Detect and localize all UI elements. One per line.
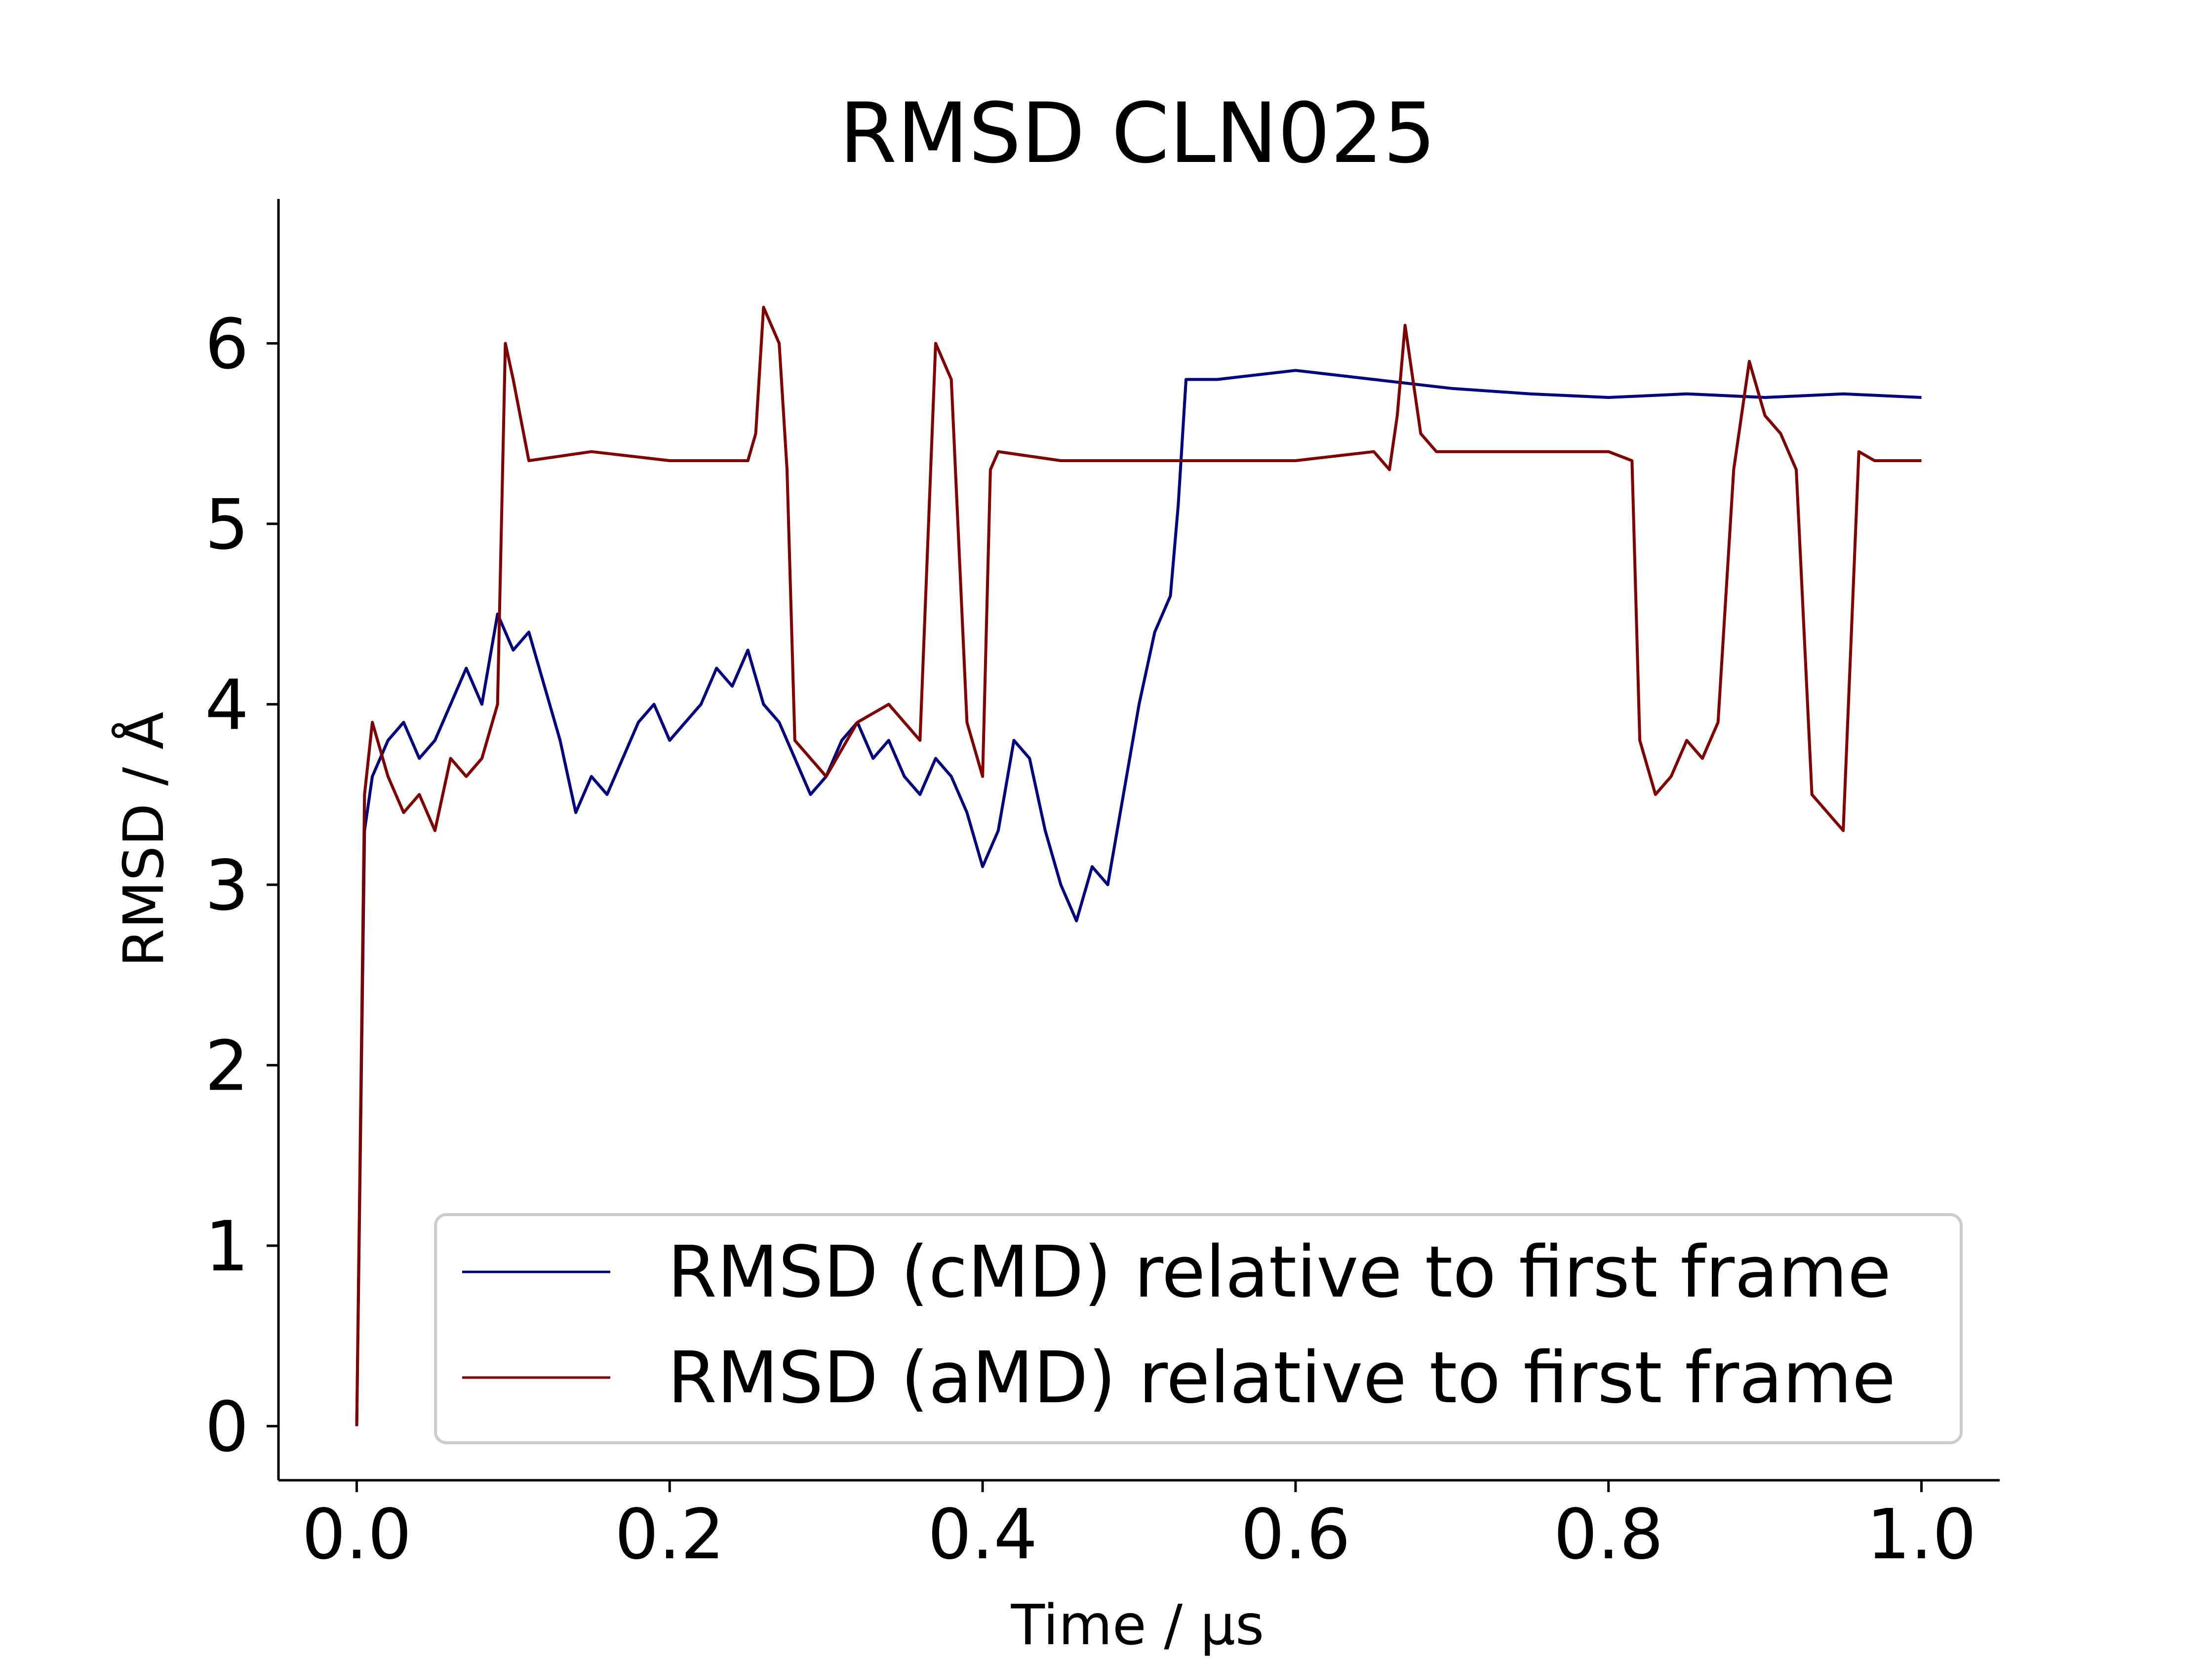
- y-axis-label: RMSD / Å: [112, 711, 176, 967]
- y-tick-label: 4: [205, 665, 249, 746]
- x-axis-label: Time / μs: [1011, 1593, 1264, 1658]
- chart-title: RMSD CLN025: [839, 85, 1436, 182]
- series-layer: [355, 306, 1922, 1426]
- y-tick-label: 1: [205, 1207, 249, 1287]
- x-tick-label: 0.8: [1553, 1495, 1663, 1575]
- series-line-cmd: [355, 369, 1922, 1426]
- x-tick-label: 1.0: [1866, 1495, 1976, 1575]
- x-tick-label: 0.2: [615, 1495, 725, 1575]
- y-tick-label: 3: [205, 846, 249, 926]
- x-tick-label: 0.6: [1241, 1495, 1351, 1575]
- x-tick-label: 0.4: [928, 1495, 1038, 1575]
- legend-label-amd: RMSD (aMD) relative to first frame: [668, 1336, 1896, 1419]
- y-tick-label: 6: [205, 304, 249, 385]
- x-ticks: 0.0 0.2 0.4 0.6 0.8 1.0: [302, 1480, 1976, 1575]
- x-tick-label: 0.0: [302, 1495, 412, 1575]
- y-ticks: 0 1 2 3 4 5 6: [205, 304, 278, 1467]
- legend-box: [434, 1213, 1963, 1444]
- legend-label-cmd: RMSD (cMD) relative to first frame: [668, 1230, 1891, 1313]
- y-tick-label: 2: [205, 1026, 249, 1106]
- y-tick-label: 5: [205, 485, 249, 565]
- y-tick-label: 0: [205, 1387, 249, 1467]
- legend: RMSD (cMD) relative to first frame RMSD …: [434, 1213, 1963, 1444]
- series-line-amd: [355, 306, 1922, 1426]
